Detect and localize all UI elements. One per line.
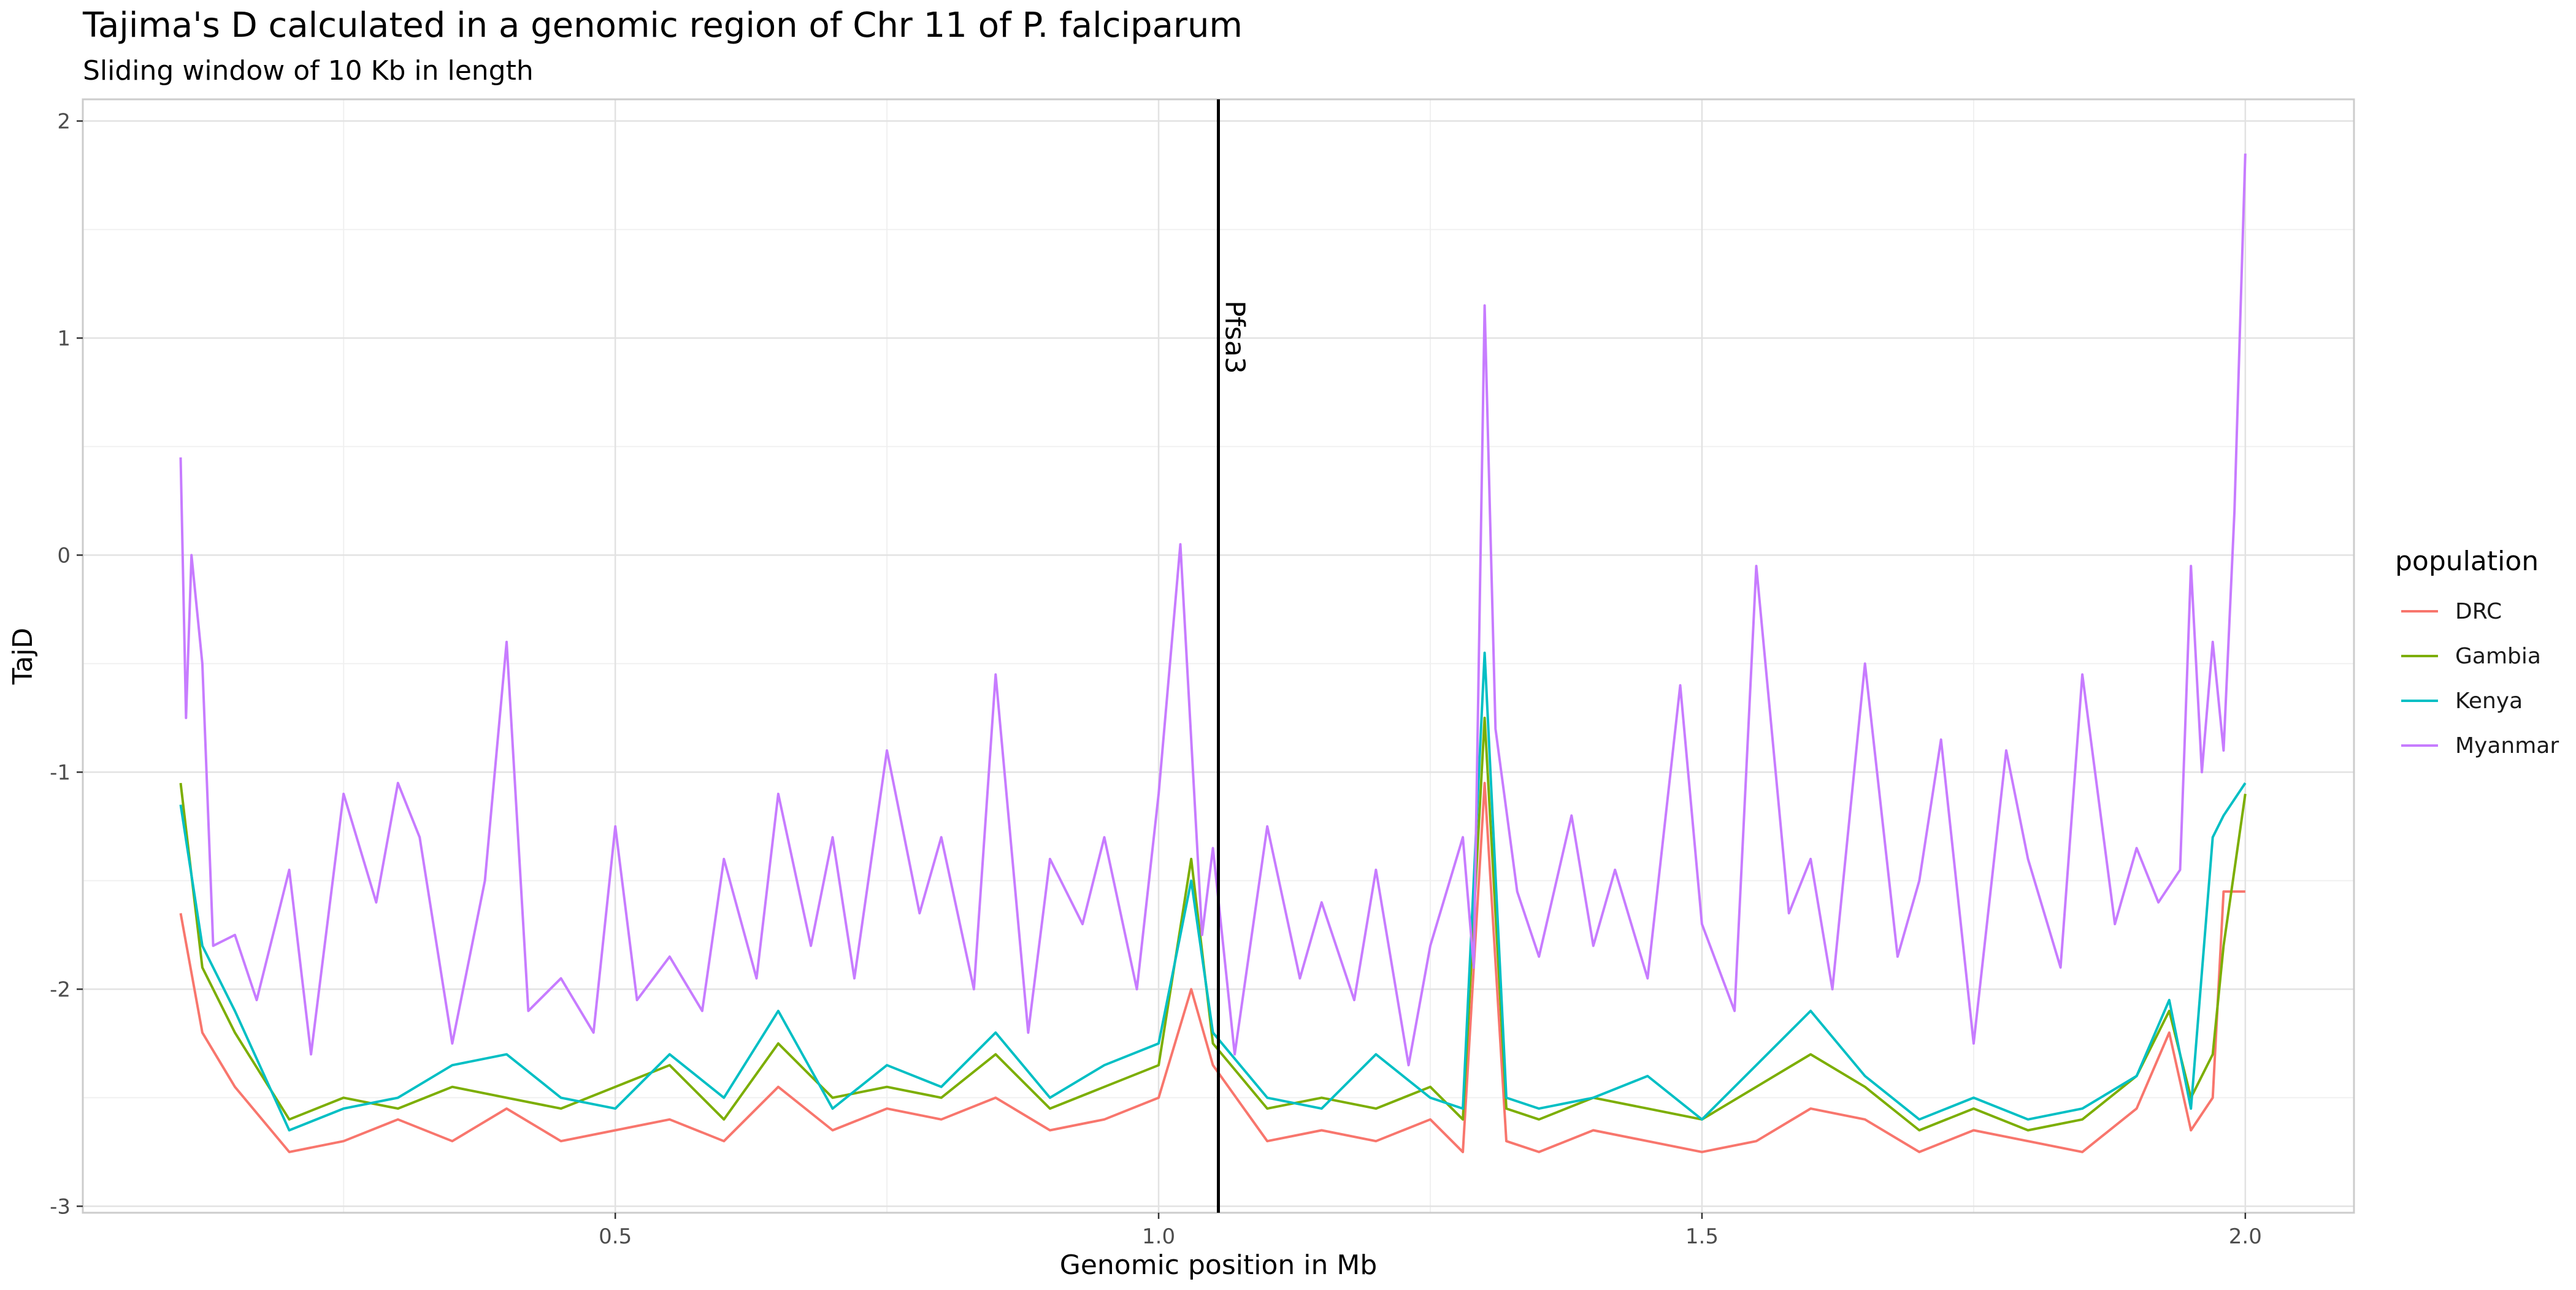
- chart-title: Tajima's D calculated in a genomic regio…: [82, 6, 1243, 45]
- y-tick-label: -1: [50, 760, 71, 785]
- series-line-drc: [179, 782, 2245, 1153]
- legend-title: population: [2395, 546, 2539, 577]
- x-tick-label: 2.0: [2229, 1224, 2262, 1249]
- series-line-kenya: [179, 651, 2247, 1132]
- series-line-myanmar: [179, 153, 2247, 1067]
- chart-subtitle: Sliding window of 10 Kb in length: [83, 55, 534, 86]
- x-tick-label: 0.5: [599, 1224, 632, 1249]
- y-tick-label: 0: [57, 543, 71, 568]
- x-axis-title: Genomic position in Mb: [1060, 1250, 1378, 1281]
- y-tick-label: 2: [57, 109, 71, 134]
- y-tick-label: -3: [50, 1194, 71, 1219]
- y-axis-title: TajD: [7, 628, 39, 685]
- legend-label-gambia: Gambia: [2455, 644, 2541, 669]
- legend-label-myanmar: Myanmar: [2455, 733, 2559, 758]
- y-tick-label: -2: [50, 977, 71, 1002]
- x-tick-label: 1.5: [1685, 1224, 1719, 1249]
- y-tick-label: 1: [57, 326, 71, 351]
- x-tick-label: 1.0: [1142, 1224, 1175, 1249]
- legend-label-kenya: Kenya: [2455, 689, 2523, 714]
- legend-label-drc: DRC: [2455, 599, 2502, 624]
- pfsa3-label: Pfsa3: [1219, 300, 1251, 374]
